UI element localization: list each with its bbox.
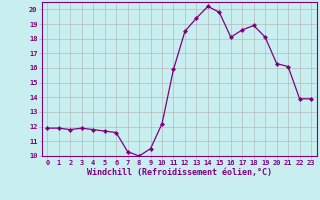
X-axis label: Windchill (Refroidissement éolien,°C): Windchill (Refroidissement éolien,°C) xyxy=(87,168,272,177)
